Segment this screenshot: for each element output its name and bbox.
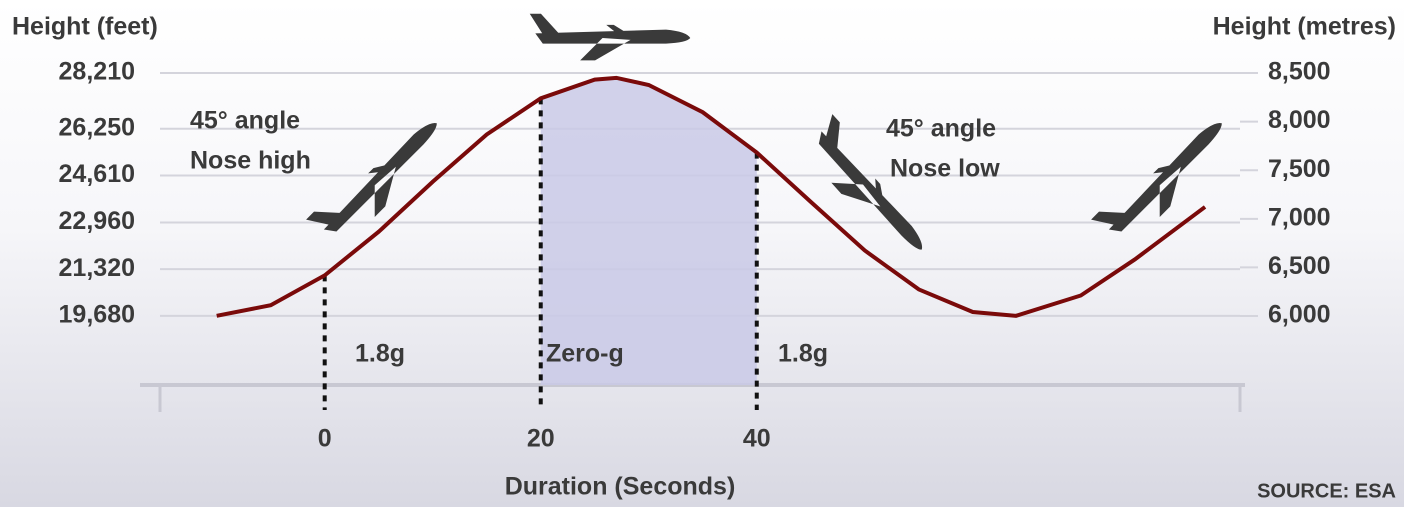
x-tick-label: 40 <box>743 425 771 453</box>
source: SOURCE: ESA <box>1257 480 1396 502</box>
y2-tick-label: 8,000 <box>1268 106 1331 134</box>
y-tick-label: 19,680 <box>59 300 135 328</box>
y-tick-label: 22,960 <box>59 207 135 235</box>
y2-tick-label: 8,500 <box>1268 58 1331 86</box>
phase-label: Zero-g <box>546 340 624 368</box>
y-tick-label: 21,320 <box>59 254 135 282</box>
x-axis-title: Duration (Seconds) <box>505 473 736 501</box>
annotation: Nose high <box>190 147 311 175</box>
phase-label: 1.8g <box>355 340 405 368</box>
annotation: 45° angle <box>190 107 300 135</box>
x-tick-label: 0 <box>318 425 332 453</box>
y-tick-label: 24,610 <box>59 160 135 188</box>
annotation: Nose low <box>890 155 1000 183</box>
annotation: 45° angle <box>886 115 996 143</box>
x-tick-label: 20 <box>527 425 555 453</box>
y2-tick-label: 6,000 <box>1268 301 1331 329</box>
y-tick-label: 28,210 <box>59 58 135 86</box>
phase-label: 1.8g <box>778 340 828 368</box>
y2-tick-label: 7,000 <box>1268 203 1331 231</box>
y2-tick-label: 7,500 <box>1268 155 1331 183</box>
y-tick-label: 26,250 <box>59 113 135 141</box>
y2-tick-label: 6,500 <box>1268 252 1331 280</box>
y-axis-title-left: Height (feet) <box>12 13 158 41</box>
chart: 19,680 21,320 22,960 24,610 26,250 28,210 6,00… <box>0 0 1404 507</box>
y-axis-title-right: Height (metres) <box>1213 13 1396 41</box>
